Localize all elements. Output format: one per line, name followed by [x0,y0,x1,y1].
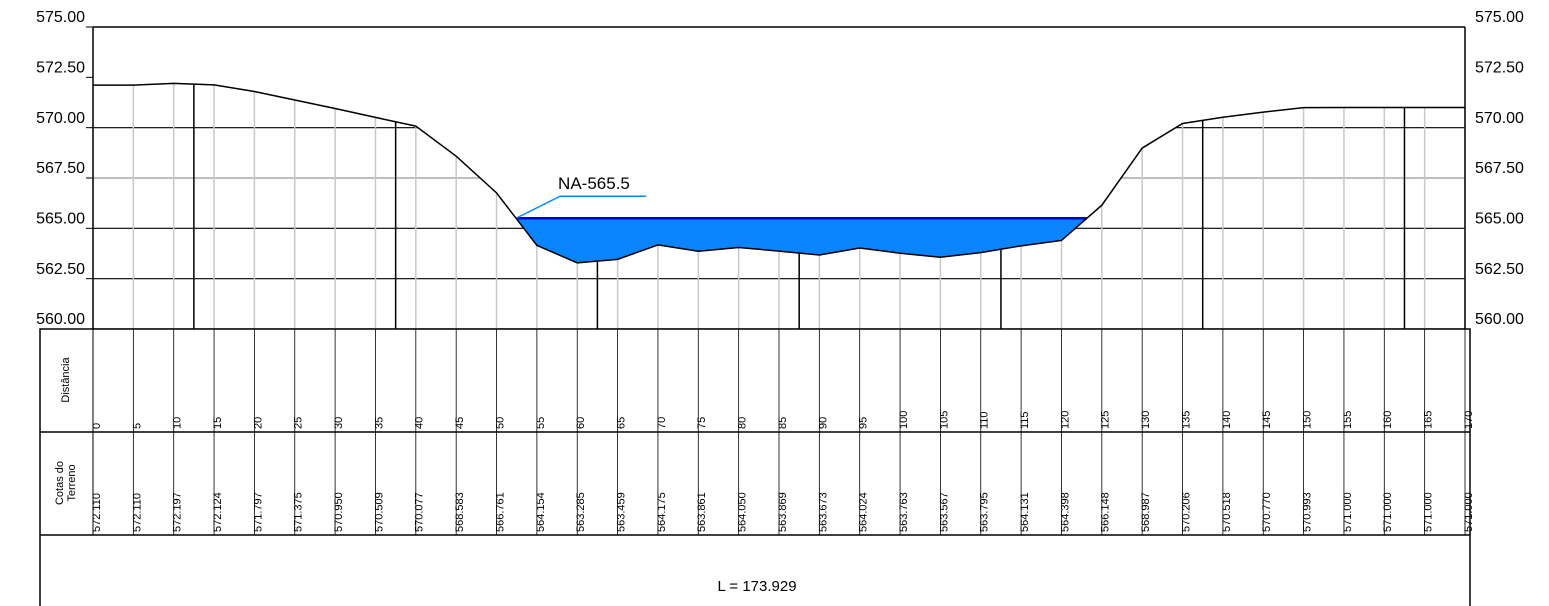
x-tick-label: 20 [252,417,264,429]
value-label: 563.763 [898,492,910,532]
x-tick-label: 0 [91,423,103,429]
value-label: 564.050 [737,492,749,532]
x-tick-label: 55 [535,417,547,429]
water-label: NA-565.5 [558,174,630,193]
x-tick-label: 125 [1100,411,1112,429]
value-label: 571.375 [293,492,305,532]
value-label: 563.869 [777,492,789,532]
terrain-line [93,82,1465,264]
value-label: 564.398 [1059,492,1071,532]
x-tick-label: 150 [1301,411,1313,429]
y2-tick-label: 560.00 [1475,311,1524,328]
x-tick-label: 135 [1180,411,1192,429]
value-label: 571.000 [1382,492,1394,532]
value-label: 570.509 [373,492,385,532]
plot: 560.00 560.00 562.50 562.50 565.00 565.00 567.… [36,9,1524,606]
x-tick-label: 115 [1019,411,1031,429]
value-label: 563.567 [938,492,950,532]
y-tick-label: 565.00 [36,211,85,228]
value-label: 568.987 [1140,492,1152,532]
y-tick-label: 567.50 [36,160,85,177]
x-tick-label: 155 [1342,411,1354,429]
leader [515,195,647,219]
x-tick-label: 50 [494,417,506,429]
x-tick-label: 105 [938,411,950,429]
value-label: 570.077 [414,492,426,532]
y-tick-label: 562.50 [36,261,85,278]
x-tick-label: 30 [333,417,345,429]
value-label: 563.285 [575,492,587,532]
x-tick-label: 90 [817,417,829,429]
water [516,218,1087,263]
x-tick-label: 25 [293,417,305,429]
value-label: 572.110 [91,493,103,532]
value-label: 564.175 [656,492,668,532]
y2-tick-label: 572.50 [1475,60,1524,77]
value-label: 572.124 [212,492,224,532]
value-label: 570.993 [1301,492,1313,532]
y2-tick-label: 575.00 [1475,9,1524,26]
x-tick-label: 80 [737,417,749,429]
value-label: 564.024 [858,492,870,532]
y2-tick-label: 567.50 [1475,160,1524,177]
x-tick-label: 95 [858,417,870,429]
x-tick-label: 145 [1261,411,1273,429]
grid [93,83,1465,329]
x-tick-label: 110 [979,411,991,429]
y-tick-label: 572.50 [36,60,85,77]
value-label: 570.206 [1180,492,1192,532]
x-tick-label: 15 [212,417,224,429]
value-label: 570.770 [1261,492,1273,532]
value-label: 566.148 [1100,492,1112,532]
x-tick-label: 100 [898,411,910,429]
value-label: 570.518 [1221,492,1233,532]
value-label: 572.110 [131,493,143,532]
x-tick-label: 75 [696,417,708,429]
value-label: 563.673 [817,492,829,532]
x-tick-label: 160 [1382,411,1394,429]
x-tick-label: 120 [1059,411,1071,429]
value-label: 563.459 [615,492,627,532]
table-frame [39,328,1471,606]
x-tick-label: 65 [615,417,627,429]
x-tick-label: 60 [575,417,587,429]
value-label: 570.950 [333,492,345,532]
y2-tick-label: 562.50 [1475,261,1524,278]
x-tick-label: 165 [1423,411,1435,429]
value-label: 564.154 [535,492,547,532]
x-tick-label: 10 [172,417,184,429]
row-label: Cotas do [54,461,66,505]
value-label: 571.000 [1423,492,1435,532]
row-label: Distância [60,357,72,403]
x-tick-label: 5 [131,423,143,429]
x-tick-label: 85 [777,417,789,429]
x-tick-label: 70 [656,417,668,429]
x-tick-label: 130 [1140,411,1152,429]
y-tick-label: 560.00 [36,311,85,328]
y-tick-label: 575.00 [36,9,85,26]
y2-tick-label: 565.00 [1475,211,1524,228]
y2-tick-label: 570.00 [1475,110,1524,127]
value-label: 571.000 [1463,492,1475,532]
x-tick-label: 35 [373,417,385,429]
value-label: 566.761 [494,492,506,532]
length-label: L = 173.929 [717,578,796,595]
value-label: 563.795 [979,492,991,532]
value-label: 571.797 [252,492,264,532]
x-tick-label: 140 [1221,411,1233,429]
x-tick-label: 170 [1463,411,1475,429]
y-tick-label: 570.00 [36,110,85,127]
value-label: 568.583 [454,492,466,532]
value-label: 572.197 [172,492,184,532]
value-label: 571.000 [1342,492,1354,532]
row-label: Terreno [66,464,78,501]
x-tick-label: 45 [454,417,466,429]
value-label: 564.131 [1019,492,1031,532]
x-tick-label: 40 [414,417,426,429]
value-label: 563.861 [696,492,708,532]
